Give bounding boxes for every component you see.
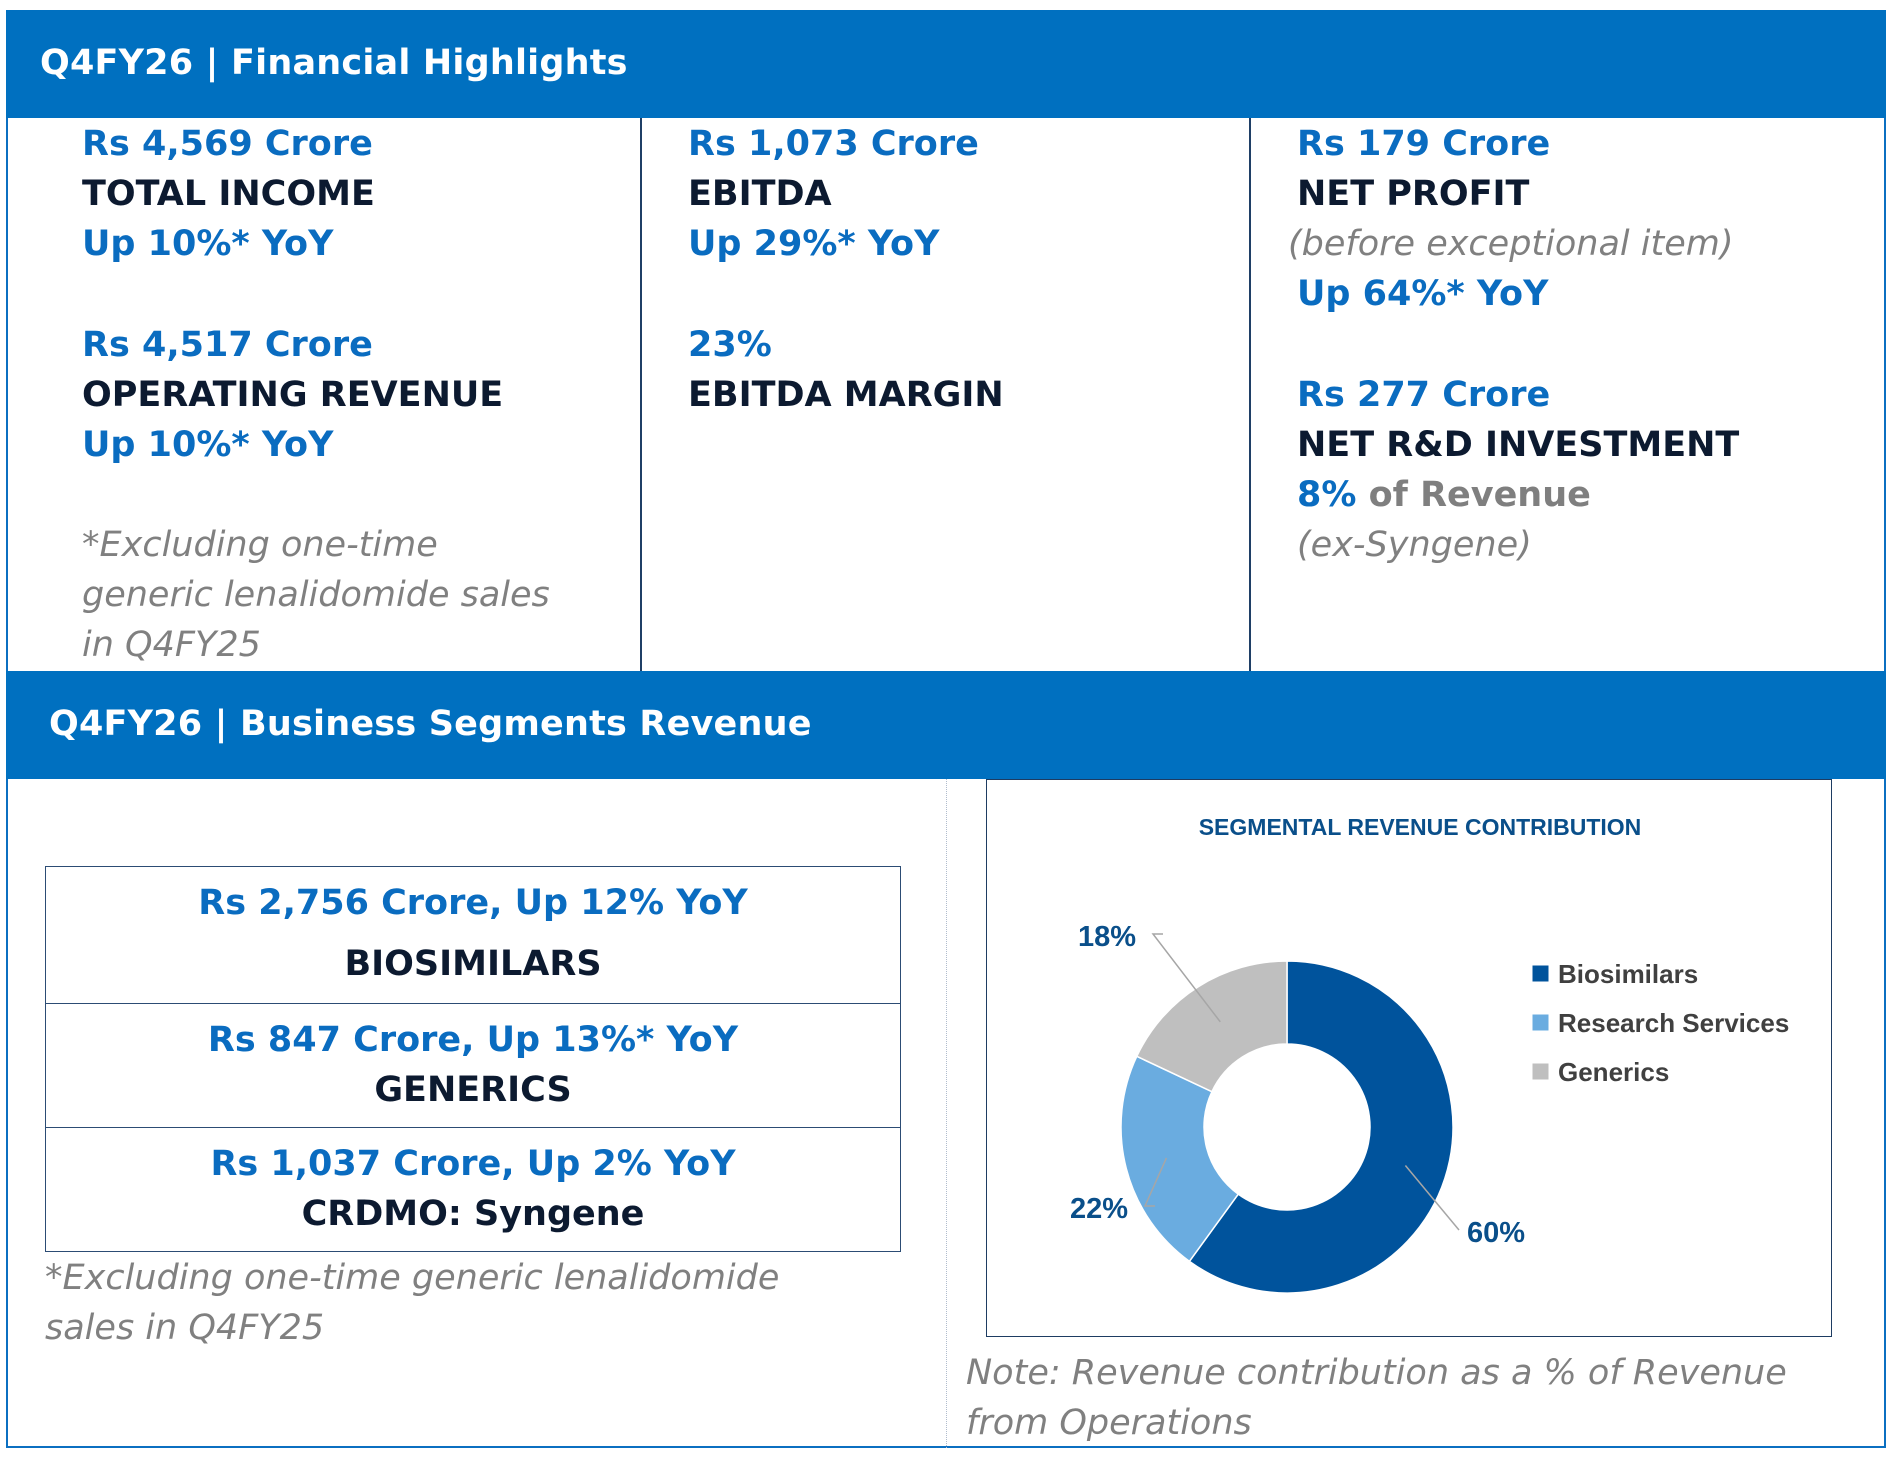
financial-highlights-title: Q4FY26 | Financial Highlights bbox=[40, 43, 628, 83]
legend-swatch-research-services bbox=[1531, 1013, 1550, 1032]
leader-line bbox=[1151, 933, 1221, 1023]
op-revenue-value: Rs 4,517 Crore bbox=[82, 325, 373, 365]
chart-note-line: Note: Revenue contribution as a % of Rev… bbox=[966, 1353, 1787, 1393]
segment-row-biosimilars: Rs 2,756 Crore, Up 12% YoY BIOSIMILARS bbox=[46, 867, 900, 1003]
legend-label-biosimilars: Biosimilars bbox=[1558, 959, 1698, 989]
legend-label-research-services: Research Services bbox=[1558, 1008, 1789, 1038]
data-label-biosimilars: 60% bbox=[1467, 1217, 1525, 1249]
chart-title: SEGMENTAL REVENUE CONTRIBUTION bbox=[1199, 814, 1642, 840]
footnote-line: in Q4FY25 bbox=[82, 625, 261, 665]
segment-value: Rs 847 Crore, Up 13%* YoY bbox=[207, 1020, 739, 1060]
net-profit-growth: Up 64%* YoY bbox=[1297, 274, 1549, 314]
leader-line bbox=[1143, 1157, 1168, 1207]
segment-label: GENERICS bbox=[374, 1070, 572, 1110]
segment-footnote-line: *Excluding one-time generic lenalidomide bbox=[45, 1258, 780, 1298]
ebitda-value: Rs 1,073 Crore bbox=[688, 124, 979, 164]
net-profit-value: Rs 179 Crore bbox=[1297, 124, 1551, 164]
op-revenue-label: OPERATING REVENUE bbox=[82, 375, 504, 415]
legend-swatch-generics bbox=[1531, 1062, 1550, 1081]
net-profit-label: NET PROFIT bbox=[1297, 174, 1530, 214]
total-income-label: TOTAL INCOME bbox=[82, 174, 375, 214]
business-segments-title: Q4FY26 | Business Segments Revenue bbox=[49, 704, 812, 744]
total-income-value: Rs 4,569 Crore bbox=[82, 124, 373, 164]
ebitda-growth: Up 29%* YoY bbox=[688, 224, 940, 264]
segment-contribution-chart: SEGMENTAL REVENUE CONTRIBUTION 60% 22% 18%… bbox=[986, 779, 1832, 1337]
rd-note: (ex-Syngene) bbox=[1297, 525, 1532, 565]
segment-revenue-table: Rs 2,756 Crore, Up 12% YoY BIOSIMILARS R… bbox=[45, 866, 901, 1252]
rd-investment-label: NET R&D INVESTMENT bbox=[1297, 425, 1740, 465]
total-income-growth: Up 10%* YoY bbox=[82, 224, 334, 264]
rd-share-suffix: of Revenue bbox=[1356, 475, 1591, 515]
ebitda-margin-label: EBITDA MARGIN bbox=[688, 375, 1004, 415]
segment-row-generics: Rs 847 Crore, Up 13%* YoY GENERICS bbox=[46, 1003, 900, 1127]
segment-label: CRDMO: Syngene bbox=[301, 1194, 645, 1234]
op-revenue-growth: Up 10%* YoY bbox=[82, 425, 334, 465]
footnote-line: generic lenalidomide sales bbox=[82, 575, 550, 615]
column-divider bbox=[1249, 118, 1251, 671]
rd-share-pct: 8% bbox=[1297, 475, 1357, 515]
data-label-research-services: 22% bbox=[1070, 1193, 1128, 1225]
leader-line bbox=[1404, 1164, 1460, 1231]
rd-investment-value: Rs 277 Crore bbox=[1297, 375, 1551, 415]
segment-label: BIOSIMILARS bbox=[344, 944, 602, 984]
donut-slice-research-services bbox=[1120, 1055, 1240, 1263]
rd-share-of-revenue: 8% of Revenue bbox=[1297, 475, 1591, 515]
data-label-generics: 18% bbox=[1078, 921, 1136, 953]
ebitda-label: EBITDA bbox=[688, 174, 832, 214]
business-segments-header: Q4FY26 | Business Segments Revenue bbox=[6, 671, 1886, 779]
segment-value: Rs 2,756 Crore, Up 12% YoY bbox=[198, 883, 748, 923]
chart-note-line: from Operations bbox=[966, 1403, 1252, 1443]
net-profit-note: (before exceptional item) bbox=[1288, 224, 1734, 264]
footnote-line: *Excluding one-time bbox=[82, 525, 438, 565]
donut-slice-biosimilars bbox=[1188, 960, 1454, 1294]
column-divider bbox=[640, 118, 642, 671]
legend-swatch-biosimilars bbox=[1531, 964, 1550, 983]
ebitda-margin-value: 23% bbox=[688, 325, 772, 365]
segment-footnote-line: sales in Q4FY25 bbox=[45, 1308, 325, 1348]
segment-value: Rs 1,037 Crore, Up 2% YoY bbox=[210, 1144, 736, 1184]
legend-label-generics: Generics bbox=[1558, 1057, 1669, 1087]
financial-highlights-header: Q4FY26 | Financial Highlights bbox=[6, 10, 1886, 118]
section-divider bbox=[946, 779, 947, 1448]
donut-chart-canvas: SEGMENTAL REVENUE CONTRIBUTION 60% 22% 18%… bbox=[1070, 814, 1789, 1294]
segment-row-crdmo: Rs 1,037 Crore, Up 2% YoY CRDMO: Syngene bbox=[46, 1127, 900, 1251]
donut-slice-generics bbox=[1135, 960, 1288, 1093]
